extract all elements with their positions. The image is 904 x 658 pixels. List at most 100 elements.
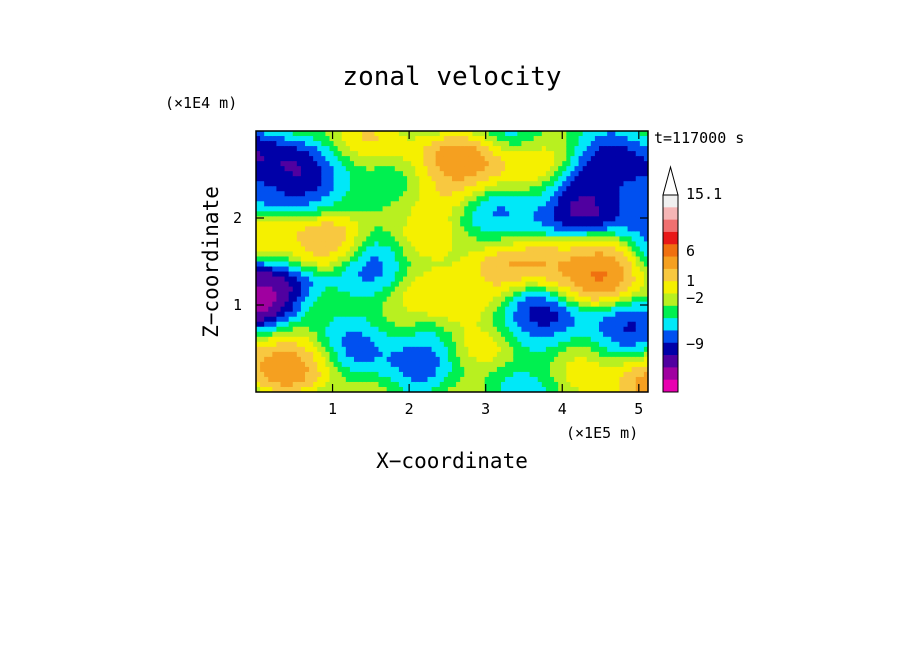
field-cell: [292, 136, 298, 142]
field-cell: [398, 196, 404, 202]
field-cell: [305, 346, 310, 353]
field-cell: [496, 296, 502, 303]
field-cell: [443, 321, 449, 328]
field-cell: [260, 376, 265, 383]
field-cell: [362, 131, 367, 137]
field-cell: [492, 241, 498, 248]
field-cell: [623, 196, 629, 202]
field-cell: [631, 161, 637, 167]
field-cell: [309, 351, 314, 358]
field-cell: [533, 286, 539, 293]
field-cell: [582, 156, 588, 162]
field-cell: [398, 331, 404, 338]
field-cell: [415, 251, 420, 258]
field-cell: [447, 156, 453, 162]
field-cell: [492, 356, 498, 363]
field-cell: [382, 141, 388, 147]
field-cell: [594, 291, 600, 298]
field-cell: [517, 166, 523, 172]
field-cell: [403, 376, 408, 383]
field-cell: [337, 321, 343, 328]
field-cell: [435, 271, 441, 278]
field-cell: [374, 166, 380, 172]
field-cell: [276, 226, 282, 232]
field-cell: [403, 306, 408, 313]
field-cell: [603, 346, 608, 353]
field-cell: [615, 216, 621, 222]
field-cell: [570, 166, 576, 172]
field-cell: [513, 331, 518, 338]
field-cell: [533, 181, 539, 187]
field-cell: [517, 231, 523, 237]
field-cell: [337, 276, 343, 283]
field-cell: [558, 356, 563, 363]
field-cell: [537, 221, 543, 227]
field-cell: [594, 336, 600, 343]
field-cell: [599, 211, 604, 217]
field-cell: [631, 211, 637, 217]
field-cell: [558, 296, 563, 303]
field-cell: [321, 131, 327, 137]
field-cell: [452, 366, 457, 373]
field-cell: [260, 286, 265, 293]
field-cell: [643, 191, 648, 197]
field-cell: [394, 271, 400, 278]
field-cell: [345, 186, 351, 192]
field-cell: [509, 371, 514, 378]
field-cell: [407, 206, 412, 212]
field-cell: [394, 191, 400, 197]
field-cell: [484, 326, 490, 333]
field-cell: [256, 331, 261, 338]
field-cell: [345, 306, 351, 313]
field-cell: [554, 296, 559, 303]
field-cell: [615, 191, 621, 197]
field-cell: [296, 151, 302, 157]
field-cell: [545, 281, 551, 288]
field-cell: [427, 251, 433, 258]
field-cell: [562, 266, 567, 273]
field-cell: [484, 201, 490, 207]
field-cell: [386, 376, 392, 383]
field-cell: [321, 236, 327, 243]
field-cell: [345, 276, 351, 283]
field-cell: [464, 156, 469, 162]
field-cell: [386, 161, 392, 167]
field-cell: [554, 191, 559, 197]
field-cell: [296, 186, 302, 192]
field-cell: [268, 281, 273, 288]
field-cell: [370, 186, 376, 192]
field-cell: [317, 361, 322, 368]
field-cell: [554, 256, 559, 263]
field-cell: [529, 366, 535, 373]
field-cell: [443, 366, 449, 373]
field-cell: [562, 321, 567, 328]
field-cell: [268, 301, 273, 308]
field-cell: [525, 211, 531, 217]
field-cell: [288, 266, 294, 273]
field-cell: [280, 181, 286, 187]
field-cell: [460, 181, 465, 187]
field-cell: [545, 206, 551, 212]
field-cell: [472, 141, 478, 147]
field-cell: [545, 231, 551, 237]
field-cell: [586, 191, 592, 197]
field-cell: [517, 131, 523, 137]
field-cell: [309, 321, 314, 328]
field-cell: [456, 136, 461, 142]
field-cell: [525, 301, 531, 308]
field-cell: [284, 141, 290, 147]
field-cell: [566, 381, 572, 388]
field-cell: [529, 191, 535, 197]
field-cell: [484, 266, 490, 273]
field-cell: [280, 196, 286, 202]
field-cell: [447, 136, 453, 142]
field-cell: [431, 226, 437, 232]
field-cell: [623, 146, 629, 152]
field-cell: [398, 386, 404, 392]
field-cell: [460, 361, 465, 368]
field-cell: [639, 251, 645, 258]
field-cell: [439, 341, 445, 348]
field-cell: [643, 181, 648, 187]
field-cell: [611, 221, 616, 227]
field-cell: [537, 346, 543, 353]
